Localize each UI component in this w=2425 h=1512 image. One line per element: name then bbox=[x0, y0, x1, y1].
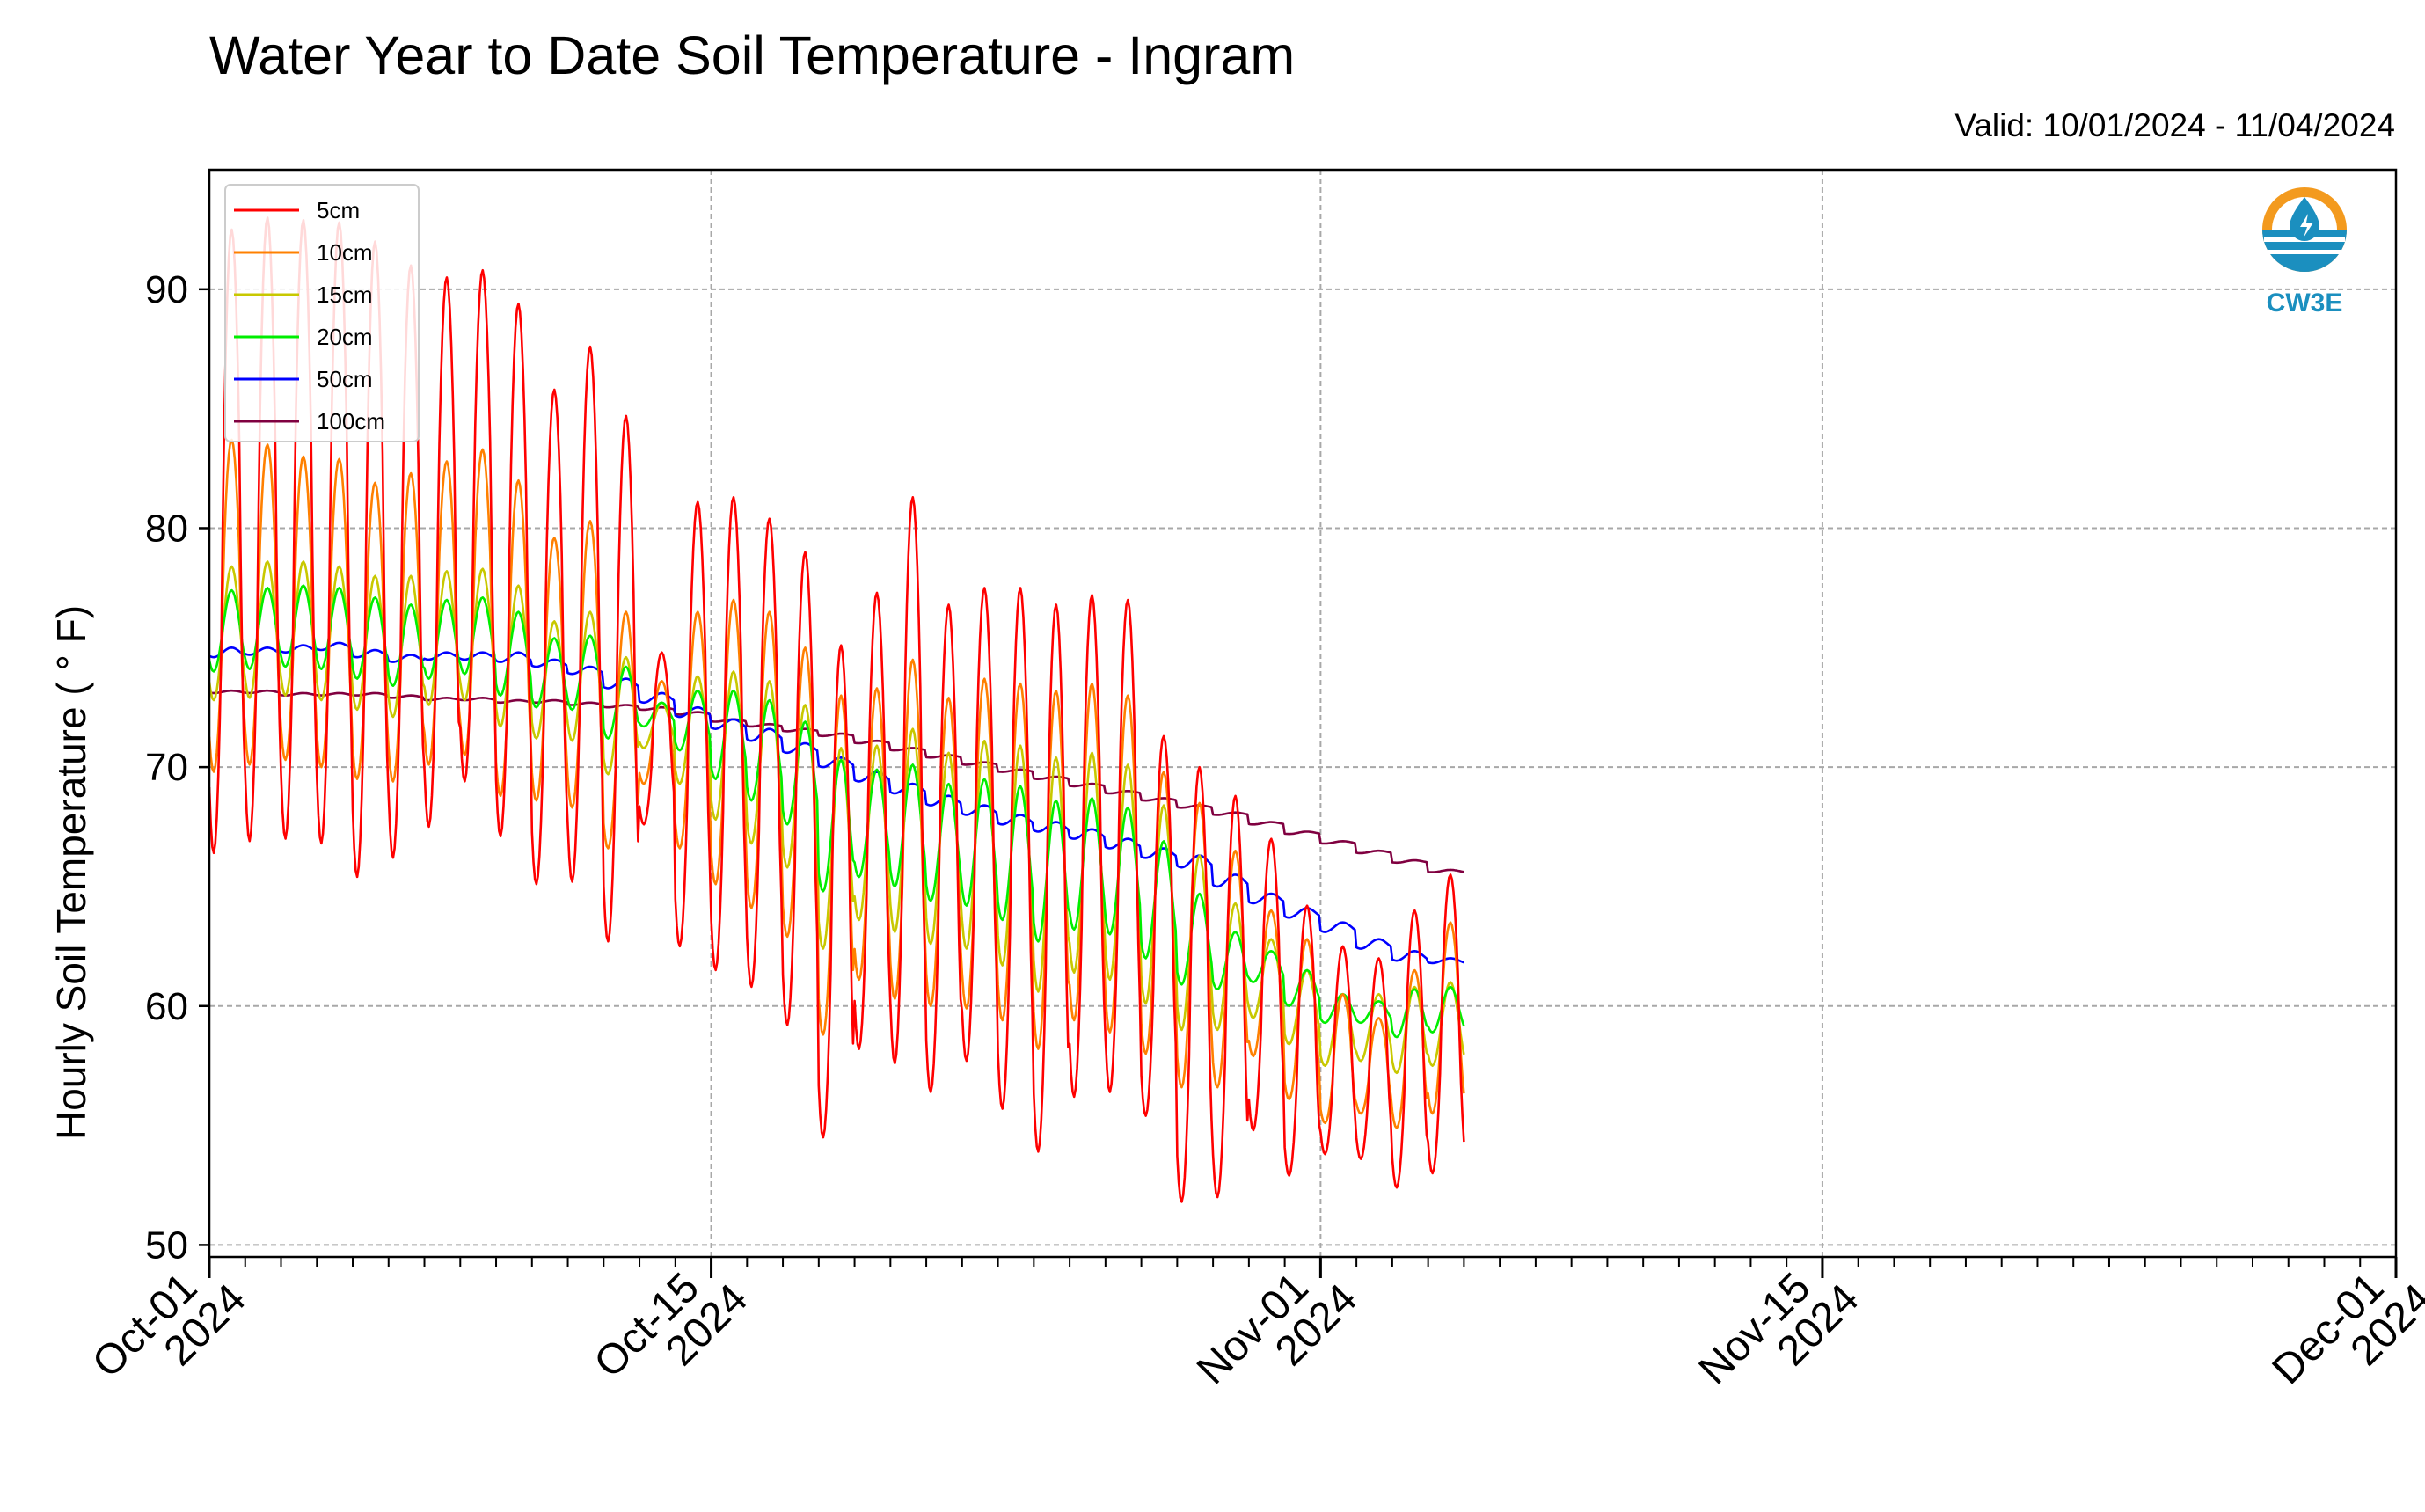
legend-label-50cm: 50cm bbox=[317, 366, 373, 392]
y-tick-label: 70 bbox=[145, 746, 188, 789]
chart-title: Water Year to Date Soil Temperature - In… bbox=[209, 26, 1296, 85]
series-line-20cm bbox=[208, 584, 1465, 1039]
series-line-50cm bbox=[208, 641, 1464, 965]
series-line-10cm bbox=[208, 438, 1465, 1129]
y-axis-label: Hourly Soil Temperature ( ° F) bbox=[48, 605, 94, 1140]
cw3e-logo: CW3E bbox=[2262, 187, 2347, 318]
y-tick-label: 90 bbox=[145, 268, 188, 311]
legend-label-5cm: 5cm bbox=[317, 197, 360, 223]
legend-label-10cm: 10cm bbox=[317, 239, 373, 266]
cw3e-logo-icon bbox=[2262, 187, 2347, 272]
plot-background bbox=[209, 170, 2396, 1257]
axes bbox=[208, 168, 2398, 1259]
y-axis-ticks: 50 60 70 80 90 bbox=[145, 268, 209, 1267]
legend-label-100cm: 100cm bbox=[317, 408, 385, 435]
legend-label-15cm: 15cm bbox=[317, 281, 373, 308]
y-tick-label: 80 bbox=[145, 507, 188, 550]
cw3e-logo-text: CW3E bbox=[2267, 289, 2343, 318]
legend: 5cm 10cm 15cm 20cm 50cm 100cm bbox=[224, 184, 420, 442]
legend-box bbox=[224, 184, 420, 442]
chart-subtitle: Valid: 10/01/2024 - 11/04/2024 bbox=[1954, 107, 2395, 143]
y-tick-label: 60 bbox=[145, 985, 188, 1028]
plot-area bbox=[209, 170, 2396, 1257]
series-layer bbox=[208, 216, 1465, 1203]
y-tick-label: 50 bbox=[145, 1223, 188, 1267]
series-line-5cm bbox=[208, 216, 1465, 1203]
plot-frame bbox=[208, 168, 2398, 1259]
legend-label-20cm: 20cm bbox=[317, 324, 373, 350]
